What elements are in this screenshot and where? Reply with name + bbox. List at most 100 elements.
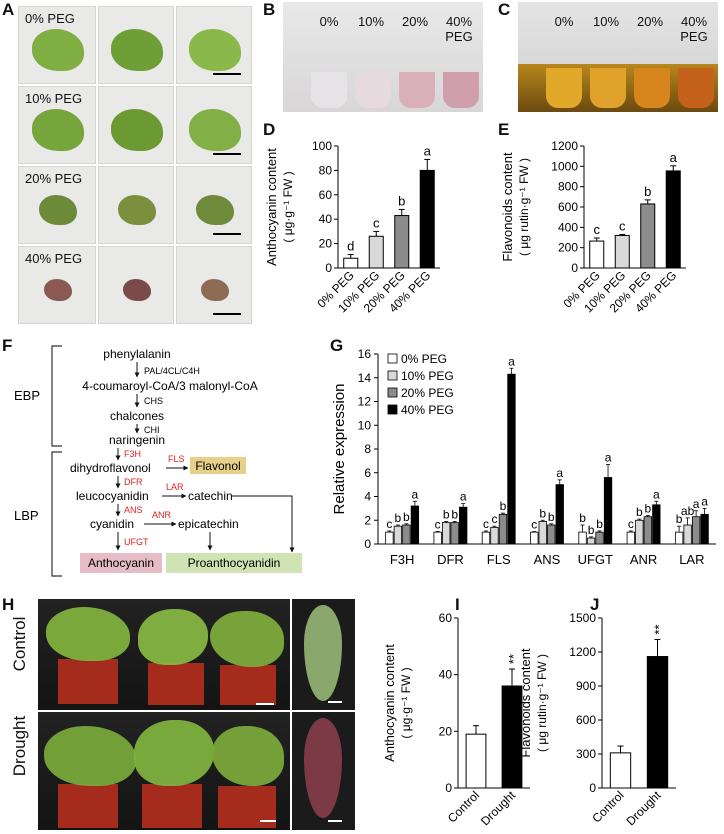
tube-40-liquid: [678, 68, 714, 108]
y-tick-label: 200: [558, 241, 578, 255]
significance-letter: b: [644, 184, 651, 199]
lbp-bracket: [51, 451, 62, 577]
plant-foliage: [134, 720, 214, 786]
y-tick-label: 0: [325, 261, 332, 275]
significance-stars: **: [506, 654, 521, 664]
compound-flavonol: Flavonol: [195, 459, 240, 473]
row-label: 20% PEG: [25, 171, 83, 186]
y-tick-label: 20: [319, 237, 333, 251]
seedling: [32, 109, 84, 151]
y-axis-label: Flavonoids content: [500, 152, 515, 262]
y-tick-label: 1000: [551, 159, 578, 173]
bar: [402, 524, 411, 545]
compound-naringenin: naringenin: [109, 433, 165, 447]
bar: [459, 506, 468, 545]
proanthocyanidin-box: [166, 553, 302, 573]
seedling: [32, 29, 84, 71]
bar: [665, 170, 681, 269]
bar: [586, 537, 596, 545]
bar: [433, 531, 442, 545]
significance-letter: a: [508, 354, 515, 368]
seedling: [118, 194, 156, 226]
y-tick-label: 14: [358, 371, 372, 385]
tube-label: 0%: [554, 14, 574, 29]
bar: [646, 656, 669, 789]
seedling: [189, 29, 241, 71]
y-tick-label: 100: [312, 139, 332, 153]
compound-coumaroyl-coa: 4-coumaroyl-CoA/3 malonyl-CoA: [82, 379, 257, 393]
significance-letter: b: [395, 511, 402, 525]
panel-label-h: H: [2, 595, 15, 614]
tube-suffix: PEG: [445, 29, 473, 44]
compound-leucocyanidin: leucocyanidin: [76, 489, 149, 503]
seedling-photo: 0% PEG: [18, 6, 96, 84]
significance-letter: b: [588, 523, 595, 537]
y-tick-label: 600: [576, 713, 596, 727]
bar: [507, 373, 516, 545]
y-tick-label: 1200: [569, 645, 596, 659]
bar: [700, 513, 709, 545]
bar: [465, 733, 487, 789]
tube-10-liquid: [590, 68, 626, 108]
plant-foliage: [212, 726, 284, 786]
panel-j-flavonoids-chart: 030060090012001500Control**DroughtFlavon…: [518, 611, 676, 829]
bar: [385, 531, 394, 545]
lbp-label: LBP: [14, 508, 39, 523]
y-tick-label: 2: [364, 513, 371, 527]
significance-letter: a: [653, 487, 660, 501]
y-tick-label: 80: [319, 163, 333, 177]
bar: [691, 516, 701, 545]
significance-letter: a: [693, 497, 700, 511]
y-axis-label: Relative expression: [331, 384, 348, 515]
enzyme-dfr: DFR: [124, 477, 143, 487]
seedling: [111, 109, 163, 151]
y-axis-unit: ( μg rutin·g⁻¹ FW ): [535, 654, 549, 752]
seedling: [189, 109, 241, 151]
significance-letter: c: [491, 512, 497, 526]
y-axis-label: Anthocyanin content: [382, 644, 397, 762]
y-tick-label: 0: [364, 537, 371, 551]
significance-letter: b: [500, 499, 507, 513]
leaf: [304, 605, 342, 701]
y-tick-label: 0: [445, 781, 452, 795]
seedling-photo: [176, 166, 252, 244]
bar: [450, 522, 459, 545]
ebp-bracket: [51, 345, 62, 447]
significance-letter: b: [403, 510, 410, 524]
enzyme-pal: PAL/4CL/C4H: [144, 366, 200, 376]
significance-letter: c: [373, 215, 380, 230]
scale-bar: [328, 701, 342, 703]
y-tick-label: 60: [439, 611, 453, 625]
panel-label-a: A: [2, 0, 15, 19]
tube-label: 40%: [680, 14, 708, 29]
x-tick-label: UFGT: [578, 552, 613, 567]
x-tick-label: Drought: [624, 788, 665, 829]
compound-catechin: catechin: [188, 489, 233, 503]
ebp-label: EBP: [14, 388, 40, 403]
y-axis-unit: ( μg rutin·g⁻¹ FW ): [517, 158, 531, 256]
pot: [58, 784, 118, 828]
x-tick-label: DFR: [437, 552, 464, 567]
y-axis-unit: ( μg·g⁻¹ FW ): [281, 171, 295, 242]
tube-label: 10%: [357, 14, 385, 29]
significance-letter: b: [451, 507, 458, 521]
seedling-photo: 10% PEG: [18, 86, 96, 164]
enzyme-chs: CHS: [144, 396, 163, 406]
y-tick-label: 0: [589, 781, 596, 795]
bar: [643, 516, 652, 545]
significance-letter: a: [670, 150, 678, 165]
y-axis-unit: ( μg·g⁻¹ FW ): [399, 667, 413, 738]
legend-label: 40% PEG: [401, 403, 454, 417]
plant-foliage: [210, 611, 284, 667]
panel-label-c: C: [498, 0, 511, 19]
seedling-photo: [98, 246, 174, 324]
row-label: 40% PEG: [25, 251, 83, 266]
bar: [481, 531, 491, 545]
compound-epicatechin: epicatechin: [178, 517, 239, 531]
pot: [220, 665, 276, 705]
drought-plants-photo: [38, 712, 290, 830]
significance-letter: ab: [681, 504, 695, 518]
enzyme-lar: LAR: [166, 482, 184, 492]
